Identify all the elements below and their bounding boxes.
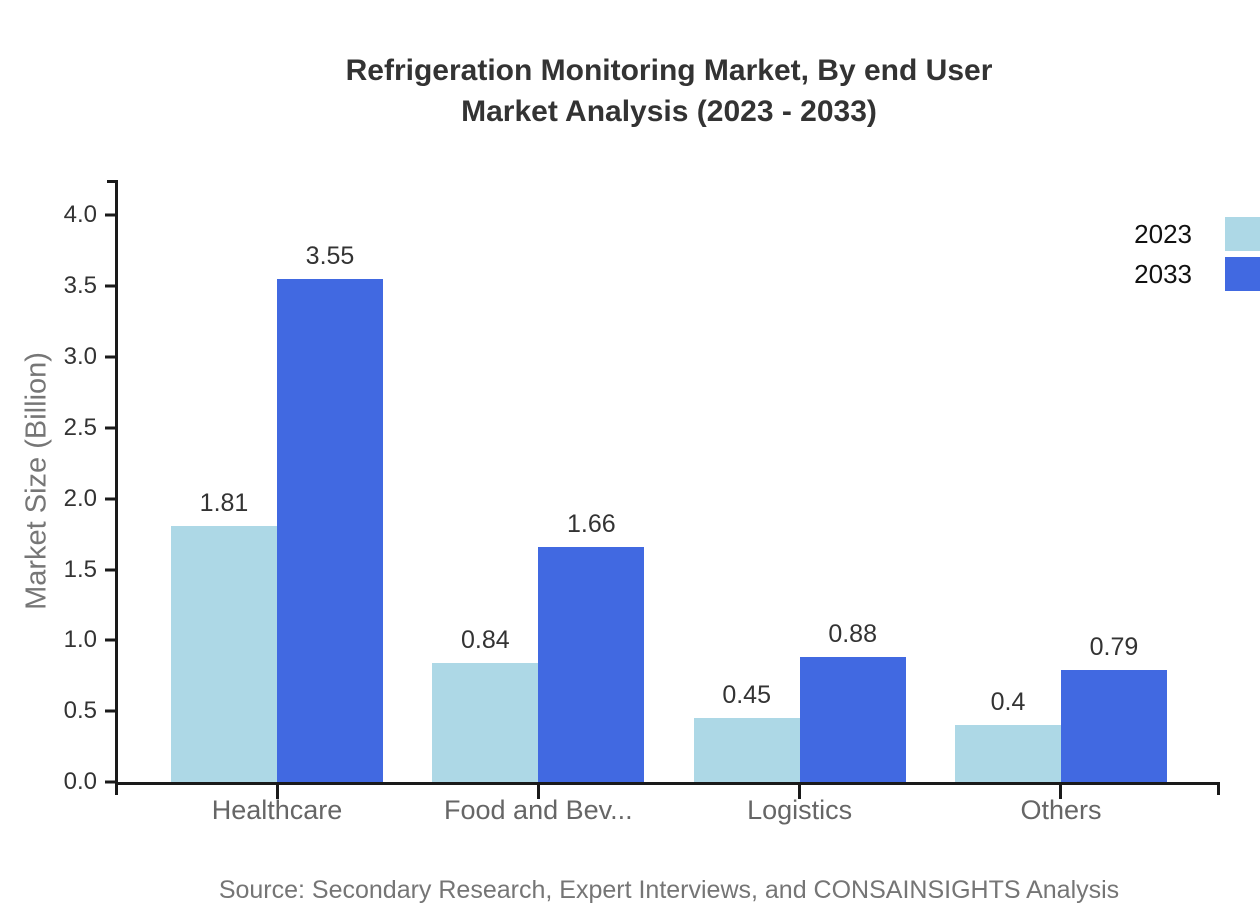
bar-2023-food-and-bev[interactable] — [432, 663, 539, 782]
y-tick — [105, 426, 115, 430]
category-label: Logistics — [747, 795, 853, 825]
x-tick — [275, 785, 279, 799]
y-tick — [105, 497, 115, 501]
bar-2023-others[interactable] — [954, 725, 1061, 782]
y-tick — [105, 709, 115, 713]
y-tick — [105, 568, 115, 572]
legend-item-2023[interactable]: 2023 — [1134, 217, 1260, 251]
value-label: 3.55 — [305, 242, 355, 271]
x-tick — [798, 785, 802, 799]
y-axis-title: Market Size (Billion) — [20, 352, 53, 610]
y-tick — [105, 638, 115, 642]
y-tick — [105, 213, 115, 217]
y-tick — [105, 780, 115, 784]
category-label: Healthcare — [211, 795, 343, 825]
value-label: 0.4 — [990, 688, 1026, 717]
value-label: 0.45 — [722, 681, 771, 710]
bar-2033-logistics[interactable] — [799, 657, 906, 782]
x-tick — [1059, 785, 1063, 799]
legend-swatch-2023 — [1225, 217, 1260, 251]
bar-2023-healthcare[interactable] — [171, 525, 277, 782]
category-label: Food and Bev... — [444, 795, 633, 825]
x-axis-end-cap — [1217, 785, 1220, 795]
legend-item-2033[interactable]: 2033 — [1134, 257, 1260, 291]
x-axis-start-cap — [115, 785, 118, 795]
chart-title-line1: Refrigeration Monitoring Market, By end … — [345, 54, 993, 87]
legend: 2023 2033 — [1134, 217, 1260, 297]
y-axis-end-cap — [107, 180, 115, 183]
y-tick — [105, 284, 115, 288]
value-label: 1.66 — [566, 509, 616, 538]
x-tick — [536, 785, 540, 799]
source-note: Source: Secondary Research, Expert Inter… — [218, 876, 1120, 904]
value-label: 0.88 — [828, 620, 877, 649]
x-axis-line — [115, 782, 1220, 785]
plot-area: 0.0 0.5 1.0 1.5 2.0 2.5 3.0 3.5 4.0 Healthcare 1.8… — [64, 180, 1220, 825]
bar-2033-food-and-bev[interactable] — [538, 546, 645, 782]
value-label: 0.84 — [460, 626, 510, 655]
chart-title: Refrigeration Monitoring Market, By end … — [118, 50, 1220, 132]
value-label: 1.81 — [199, 488, 249, 517]
chart-title-line2: Market Analysis (2023 - 2033) — [461, 95, 877, 128]
legend-label: 2033 — [1134, 258, 1192, 289]
bar-2033-others[interactable] — [1060, 670, 1167, 782]
category-label: Others — [1020, 795, 1102, 825]
y-axis-line — [115, 180, 118, 785]
bar-2023-logistics[interactable] — [693, 718, 800, 782]
y-tick — [105, 355, 115, 359]
bar-2033-healthcare[interactable] — [277, 279, 383, 782]
value-label: 0.79 — [1089, 633, 1139, 662]
legend-label: 2023 — [1134, 218, 1192, 249]
legend-swatch-2033 — [1225, 257, 1260, 291]
